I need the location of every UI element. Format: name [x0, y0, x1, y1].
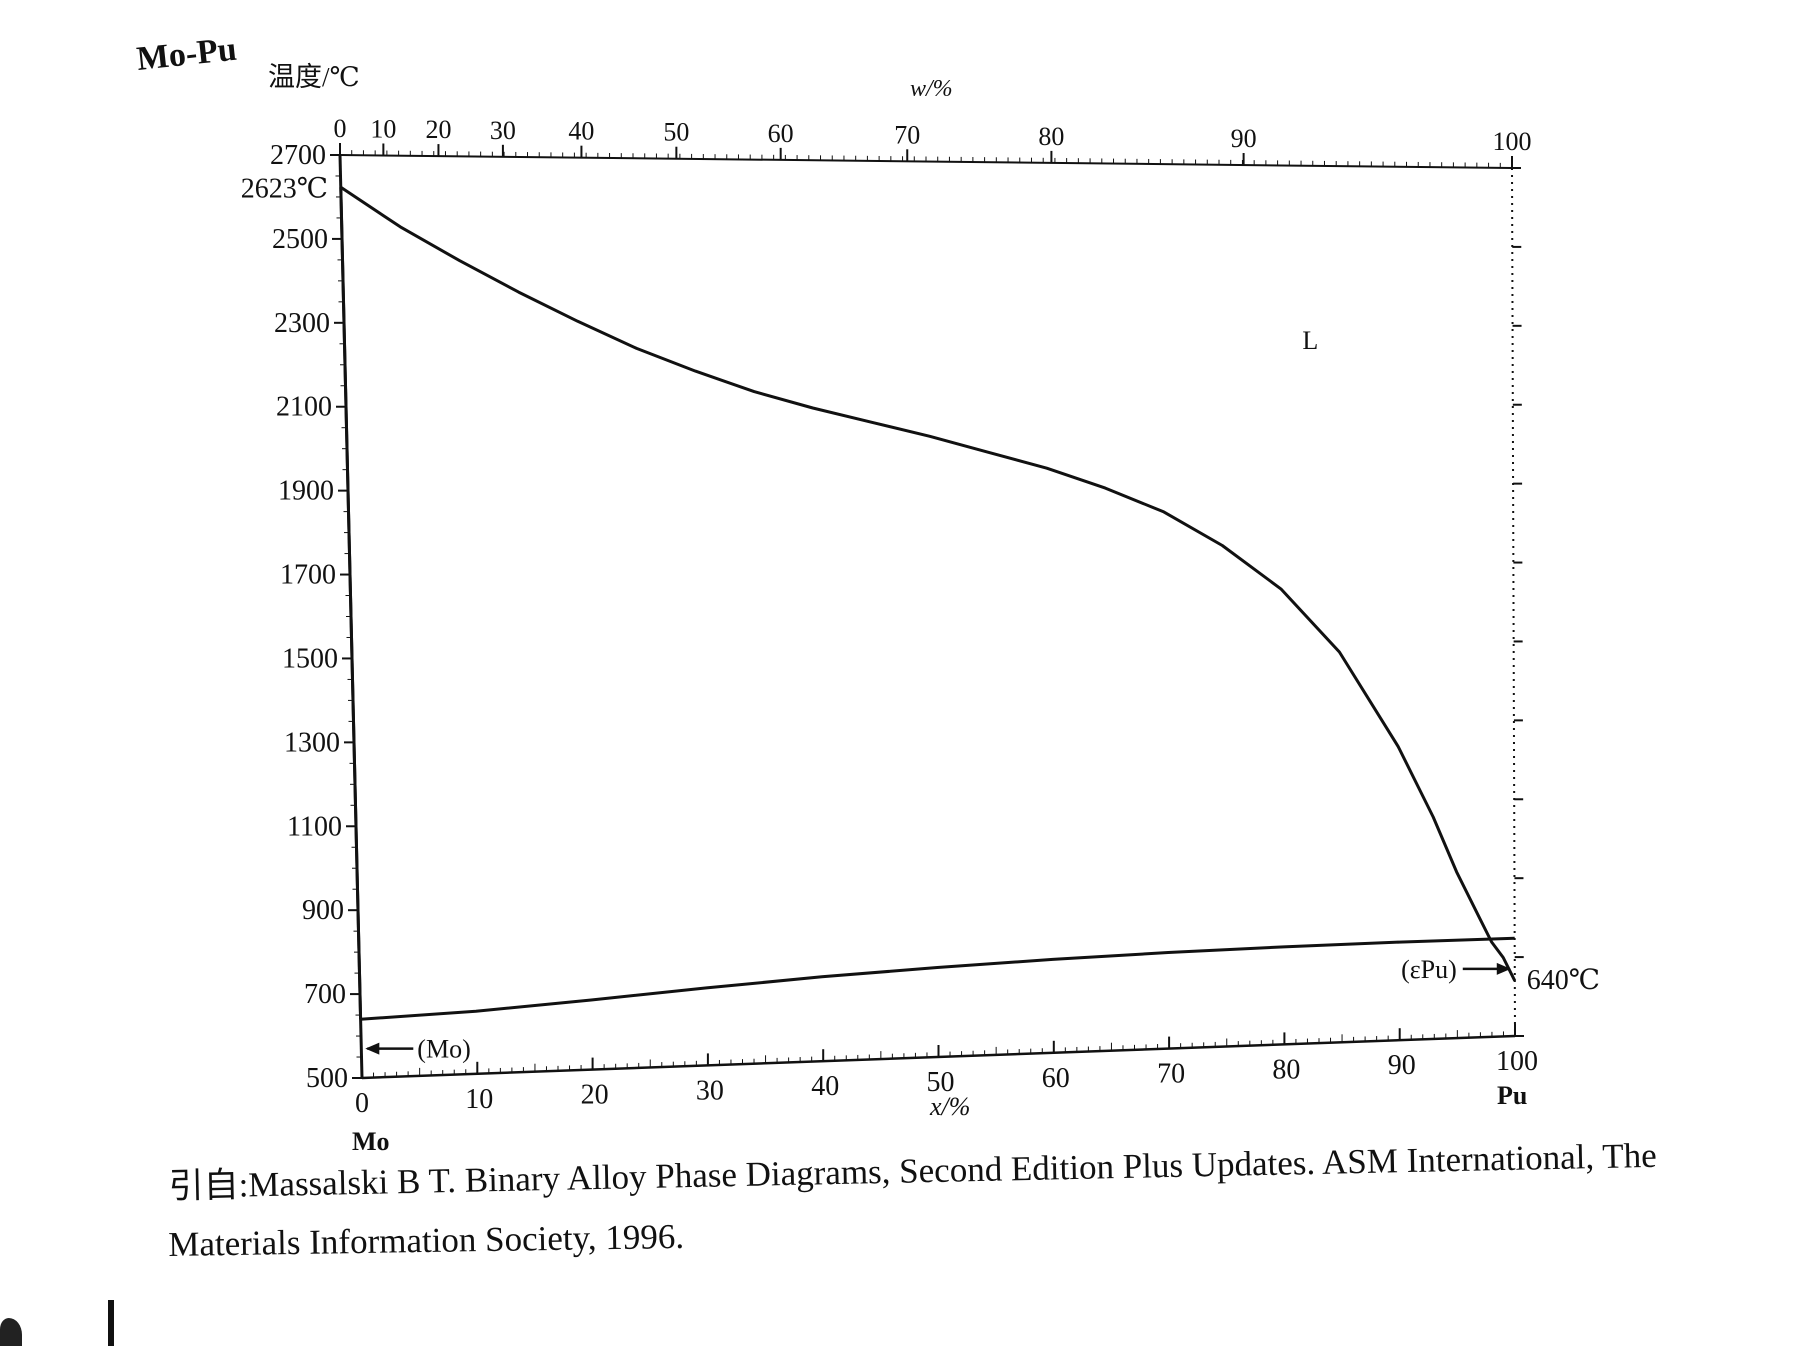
scan-edge-mark [108, 1300, 114, 1346]
x2-tick-label: 80 [1038, 122, 1064, 151]
x2-tick-label: 100 [1493, 127, 1532, 156]
x2-tick-label: 60 [768, 119, 794, 148]
x2-tick-label: 40 [568, 117, 594, 146]
y-tick-label: 2100 [276, 392, 332, 423]
x-tick-label: 50 [927, 1067, 955, 1098]
x-tick-label: 80 [1272, 1054, 1300, 1085]
x-axis-label: x/% [929, 1092, 970, 1121]
x-tick-label: 0 [355, 1088, 369, 1119]
y-tick-label: 1900 [278, 476, 334, 507]
pu-arrow-head [1496, 962, 1511, 975]
y-tick-label: 1100 [287, 811, 342, 842]
y-tick-label: 1300 [284, 727, 340, 758]
y-tick-label: 900 [302, 895, 344, 926]
x-tick-label: 60 [1042, 1063, 1070, 1094]
x-tick-label: 40 [811, 1071, 839, 1102]
melting-point-label: 2623℃ [241, 173, 328, 204]
x2-tick-label: 50 [663, 118, 689, 147]
liquid-region-label: L [1302, 326, 1318, 355]
right-axis-line [1511, 167, 1516, 1037]
x2-tick-label: 10 [370, 114, 396, 143]
scan-edge-blot [0, 1318, 22, 1346]
x-tick-label: 90 [1388, 1050, 1416, 1081]
mo-phase-label: (Mo) [417, 1035, 470, 1064]
y-axis-label: 温度/℃ [268, 62, 360, 92]
left-component-label: Mo [352, 1127, 390, 1156]
mo-arrow-head [365, 1042, 380, 1055]
y-tick-label: 1500 [282, 643, 338, 674]
phase-boundary-3 [339, 187, 363, 1020]
y-tick-label: 500 [306, 1063, 348, 1094]
y-tick-label: 2700 [270, 140, 326, 171]
x2-tick-label: 70 [894, 120, 920, 149]
y-tick-label: 2500 [272, 224, 328, 255]
x2-tick-label: 0 [334, 114, 347, 143]
epsilon-pu-phase-label: (εPu) [1401, 955, 1457, 984]
x-tick-label: 10 [465, 1084, 493, 1115]
y-tick-label: 2300 [274, 308, 330, 339]
eutectic-temperature-label: 640℃ [1527, 965, 1600, 996]
x2-tick-label: 20 [425, 115, 451, 144]
axes-group: 2700250023002100190017001500130011009007… [270, 114, 1538, 1119]
x-tick-label: 20 [581, 1080, 609, 1111]
phase-boundary-1 [339, 186, 1517, 982]
annotations-group: 2623℃ 640℃ L (Mo) (εPu) [241, 173, 1600, 1063]
series-group [339, 186, 1517, 1021]
chart-title: Mo-Pu [135, 31, 238, 78]
y-tick-label: 700 [304, 979, 346, 1010]
x-tick-label: 30 [696, 1075, 724, 1106]
x2-tick-label: 30 [490, 116, 516, 145]
x-tick-label: 70 [1157, 1059, 1185, 1090]
x2-tick-label: 90 [1231, 124, 1257, 153]
y-tick-label: 1700 [280, 560, 336, 591]
source-caption-line-2: Materials Information Society, 1996. [168, 1216, 685, 1264]
phase-boundary-2 [360, 936, 1515, 1021]
x-tick-label: 100 [1496, 1046, 1538, 1077]
top-axis-label: w/% [910, 76, 953, 102]
right-component-label: Pu [1497, 1081, 1527, 1110]
